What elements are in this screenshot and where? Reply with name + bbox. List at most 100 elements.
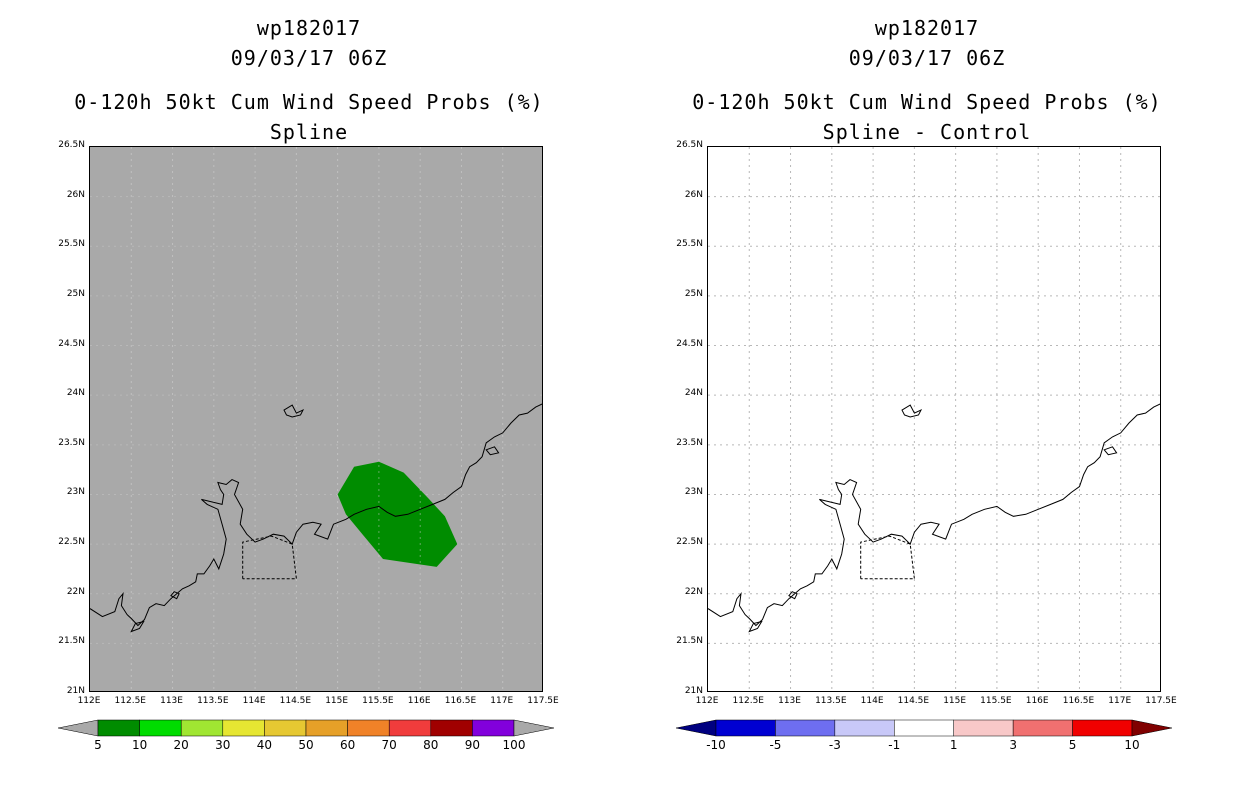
island — [130, 620, 145, 633]
colorbar-swatch — [180, 719, 224, 737]
colorbar-label: 10 — [1124, 738, 1140, 752]
right-panel: wp182017 09/03/17 06Z 0-120h 50kt Cum Wi… — [618, 0, 1236, 800]
lat-label: 21.5N — [676, 636, 703, 647]
product-title: 0-120h 50kt Cum Wind Speed Probs (%) — [692, 90, 1162, 114]
colorbar-label: 20 — [173, 738, 189, 752]
colorbar-label: 3 — [1009, 738, 1017, 752]
lat-label: 26N — [684, 189, 703, 200]
lon-label: 112.5E — [732, 696, 764, 706]
lon-label: 114.5E — [897, 696, 930, 706]
colorbar-swatch — [894, 719, 954, 737]
admin-boundary — [860, 535, 915, 580]
colorbar-label: 5 — [1068, 738, 1077, 752]
island — [901, 404, 923, 418]
colorbar-swatch — [1072, 719, 1133, 737]
colorbar-label: 60 — [339, 738, 356, 752]
lat-label: 22.5N — [58, 537, 85, 548]
colorbar-swatch — [222, 719, 265, 737]
coastline — [708, 403, 1160, 627]
lon-label: 112E — [695, 696, 719, 706]
colorbar-swatch — [347, 719, 390, 737]
colorbar-label: 100 — [502, 738, 526, 752]
coastline — [90, 403, 542, 627]
lat-label: 26.5N — [58, 140, 85, 150]
colorbar-label: 90 — [464, 738, 481, 752]
island — [485, 446, 500, 456]
colorbar-label: -3 — [828, 738, 841, 752]
colorbar-end-low — [676, 719, 717, 737]
colorbar-label: -10 — [706, 738, 726, 752]
colorbar-swatch — [97, 719, 140, 737]
lat-label: 24.5N — [676, 338, 703, 349]
colorbar-swatch — [834, 719, 895, 737]
lon-label: 115.5E — [980, 696, 1012, 706]
lon-label: 116E — [407, 696, 431, 706]
colorbar-label: 10 — [131, 738, 148, 752]
lat-label: 26N — [66, 189, 85, 200]
lat-label: 25.5N — [676, 239, 703, 250]
island — [283, 404, 305, 418]
colorbar-end-low — [58, 719, 99, 737]
colorbar-swatch — [388, 719, 432, 737]
lat-label: 23N — [66, 487, 85, 498]
lon-label: 116.5E — [1062, 696, 1095, 706]
lat-label: 24N — [684, 388, 703, 399]
datetime: 09/03/17 06Z — [848, 46, 1006, 70]
lon-label: 114.5E — [279, 696, 312, 706]
island — [748, 620, 763, 633]
colorbar-swatch — [139, 719, 182, 737]
colorbar-label: 1 — [949, 738, 958, 752]
lon-label: 113E — [778, 696, 801, 706]
colorbar-label: 40 — [256, 738, 273, 752]
colorbar-swatch — [264, 719, 307, 737]
storm-id: wp182017 — [256, 16, 362, 40]
lat-label: 23.5N — [676, 437, 703, 448]
storm-id: wp182017 — [874, 16, 980, 40]
map-svg — [708, 147, 1160, 691]
lat-label: 24.5N — [58, 338, 85, 349]
lat-label: 21.5N — [58, 636, 85, 647]
lon-label: 117.5E — [1145, 696, 1177, 706]
lat-label: 21N — [66, 686, 85, 696]
island — [170, 591, 180, 600]
lon-label: 115E — [943, 696, 967, 706]
colorbar-label: 50 — [298, 738, 314, 752]
colorbar — [676, 719, 1172, 737]
colorbar-swatch — [305, 719, 348, 737]
colorbar-swatch — [775, 719, 836, 737]
lon-label: 112E — [77, 696, 101, 706]
colorbar-label: 70 — [381, 738, 397, 752]
lon-label: 116E — [1025, 696, 1049, 706]
lat-label: 25.5N — [58, 239, 85, 250]
lon-label: 117E — [1108, 696, 1132, 706]
colorbar-label: 80 — [423, 738, 439, 752]
probability-region — [337, 461, 458, 567]
colorbar-swatch — [430, 719, 473, 737]
lon-label: 114E — [860, 696, 884, 706]
datetime: 09/03/17 06Z — [230, 46, 388, 70]
map-svg — [90, 147, 542, 691]
lon-label: 117.5E — [527, 696, 559, 706]
lon-label: 116.5E — [444, 696, 477, 706]
lat-label: 22.5N — [676, 537, 703, 548]
subtitle: Spline — [269, 120, 349, 144]
lon-label: 112.5E — [114, 696, 146, 706]
colorbar-label: 30 — [215, 738, 231, 752]
lat-label: 23.5N — [58, 437, 85, 448]
lat-label: 24N — [66, 388, 85, 399]
lat-label: 23N — [684, 487, 703, 498]
lat-label: 21N — [684, 686, 703, 696]
colorbar-end-high — [1131, 719, 1172, 737]
product-title: 0-120h 50kt Cum Wind Speed Probs (%) — [74, 90, 544, 114]
colorbar-end-high — [513, 719, 554, 737]
map-area — [707, 146, 1161, 692]
island — [788, 591, 798, 600]
lat-label: 25N — [684, 288, 703, 299]
colorbar-swatch — [953, 719, 1014, 737]
colorbar-label: 5 — [94, 738, 102, 752]
subtitle: Spline - Control — [822, 120, 1032, 144]
map-area — [89, 146, 543, 692]
lon-label: 115.5E — [362, 696, 394, 706]
lon-label: 114E — [242, 696, 266, 706]
colorbar-label: -5 — [769, 738, 782, 752]
